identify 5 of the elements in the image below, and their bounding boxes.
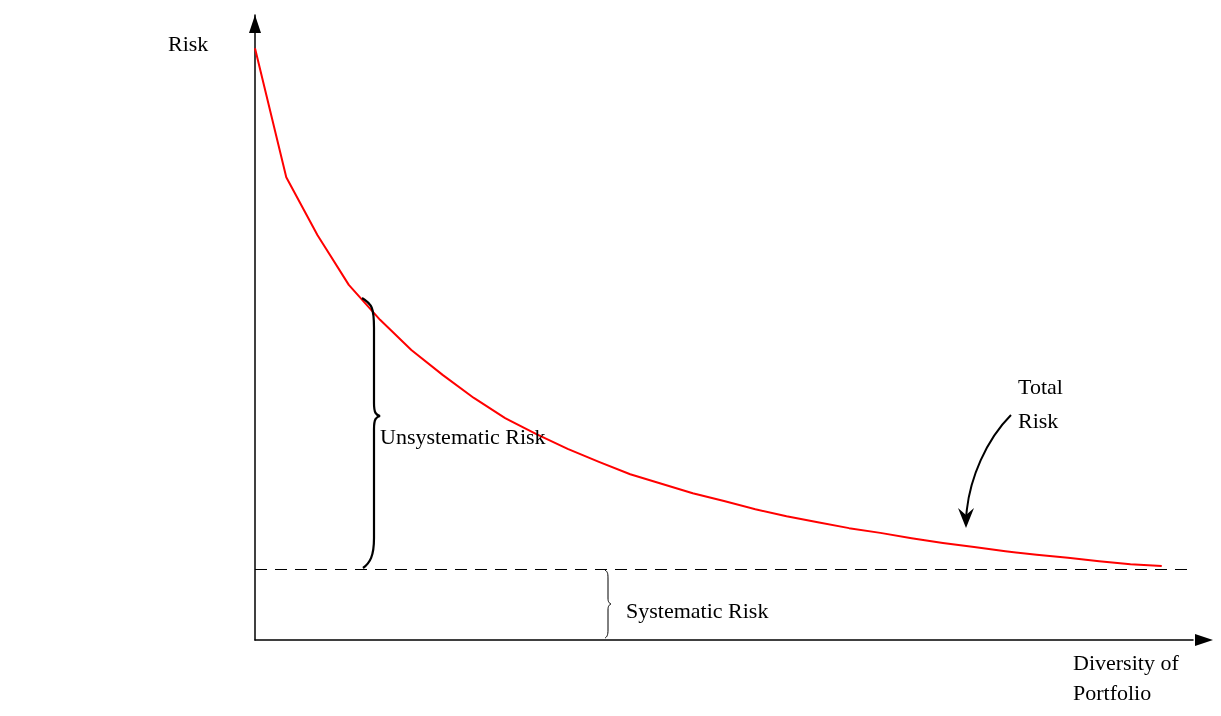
x-axis-title: Diversity of Portfolio bbox=[1073, 649, 1180, 707]
annotation: Unsystematic Risk bbox=[380, 423, 547, 451]
annotation: Systematic Risk bbox=[626, 597, 770, 625]
annotation: Total Risk bbox=[1018, 373, 1064, 435]
y-axis-title: Risk bbox=[168, 30, 209, 56]
